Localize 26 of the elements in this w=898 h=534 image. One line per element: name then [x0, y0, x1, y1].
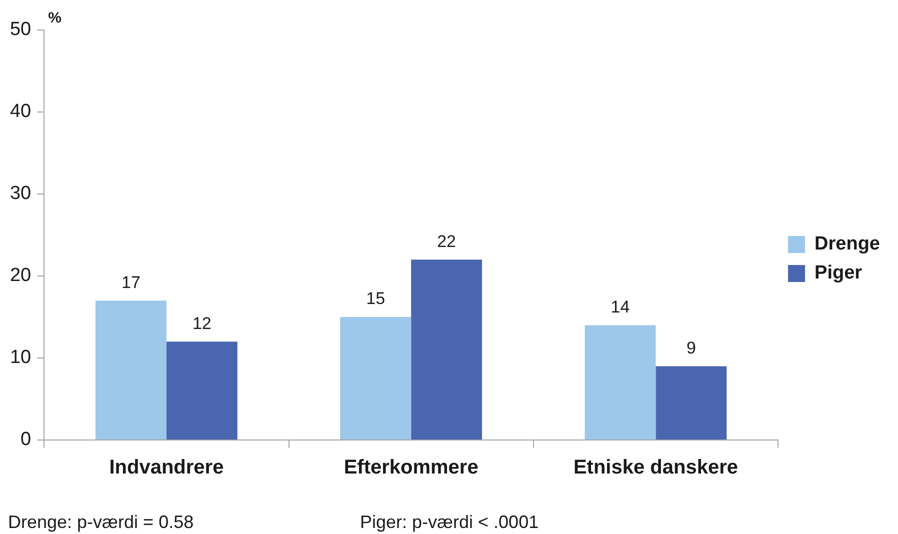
bar	[96, 300, 166, 440]
legend-label: Piger	[814, 262, 863, 284]
y-tick-label: 40	[10, 101, 32, 122]
x-tick-label: Etniske danskere	[573, 456, 738, 479]
data-label: 22	[437, 232, 456, 251]
y-tick-label: 20	[10, 265, 32, 286]
y-axis-title: %	[48, 10, 62, 27]
y-tick-label: 10	[10, 347, 32, 368]
text: Drenge: p-værdi = 0.58	[8, 512, 194, 532]
data-label: 15	[366, 289, 386, 308]
data-label: 17	[122, 272, 140, 292]
text: Piger: p-værdi < .0001	[360, 512, 539, 532]
data-label: 12	[192, 314, 212, 333]
bar	[411, 260, 482, 440]
data-label: 9	[686, 338, 696, 358]
bar	[340, 317, 412, 440]
x-tick-label: Efterkommere	[344, 456, 478, 479]
x-tick-label: Indvandrere	[109, 456, 224, 479]
data-label: 14	[610, 297, 630, 316]
y-tick-label: 0	[20, 429, 32, 450]
y-tick-label: 50	[10, 19, 32, 40]
legend-label: Drenge	[814, 234, 880, 255]
bar	[166, 342, 238, 440]
bar	[656, 366, 727, 440]
bar	[584, 325, 656, 440]
y-tick-label: 30	[10, 183, 32, 204]
